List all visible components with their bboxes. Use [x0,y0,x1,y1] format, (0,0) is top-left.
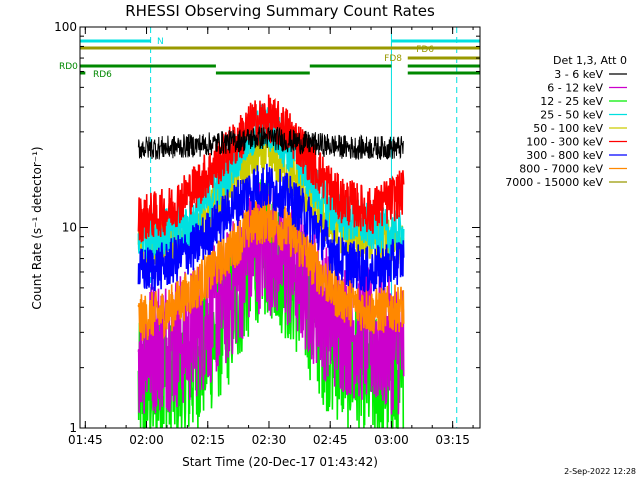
legend-title: Det 1,3, Att 0 [553,54,627,67]
x-tick-label-0: 01:45 [68,433,103,447]
legend-label-4: 50 - 100 keV [533,122,603,135]
y-axis-label: Count Rate (s⁻¹ detector⁻¹) [30,146,44,309]
legend-label-8: 7000 - 15000 keV [505,176,603,189]
x-tick-label-6: 03:15 [435,433,470,447]
legend-label-7: 800 - 7000 keV [519,163,603,176]
legend-label-0: 3 - 6 keV [554,68,603,81]
x-tick-label-2: 02:15 [190,433,225,447]
chart-title: RHESSI Observing Summary Count Rates [125,2,435,20]
series-line-5 [137,94,405,243]
footer-date: 2-Sep-2022 12:28 [564,467,636,476]
flag-label-n: N [157,37,164,47]
legend-label-2: 12 - 25 keV [540,95,603,108]
y-tick-label-2: 100 [54,20,77,34]
plot-area: N FD6 FD8 RD0 RD6 [59,27,480,429]
y-tick-label-0: 1 [69,421,77,435]
x-axis-label: Start Time (20-Dec-17 01:43:42) [182,455,378,469]
series-line-0 [137,126,405,160]
flag-label-fd6: FD6 [416,45,434,55]
legend-label-1: 6 - 12 keV [547,82,603,95]
y-tick-label-1: 10 [62,221,77,235]
x-tick-label-4: 02:45 [313,433,348,447]
x-tick-label-5: 03:00 [374,433,409,447]
legend-label-6: 300 - 800 keV [526,149,603,162]
x-tick-label-1: 02:00 [129,433,164,447]
legend-label-5: 100 - 300 keV [526,136,603,149]
series-line-7 [137,195,405,341]
x-axis: 01:45 02:00 02:15 02:30 02:45 03:00 03:15 [68,27,474,447]
flag-label-rd6: RD6 [93,70,112,80]
y-axis: 1 10 100 [54,20,480,435]
series-line-6 [137,163,405,293]
flag-label-rd0: RD0 [59,62,78,72]
legend-label-3: 25 - 50 keV [540,109,603,122]
flag-label-fd8: FD8 [384,54,402,64]
x-tick-label-3: 02:30 [252,433,287,447]
